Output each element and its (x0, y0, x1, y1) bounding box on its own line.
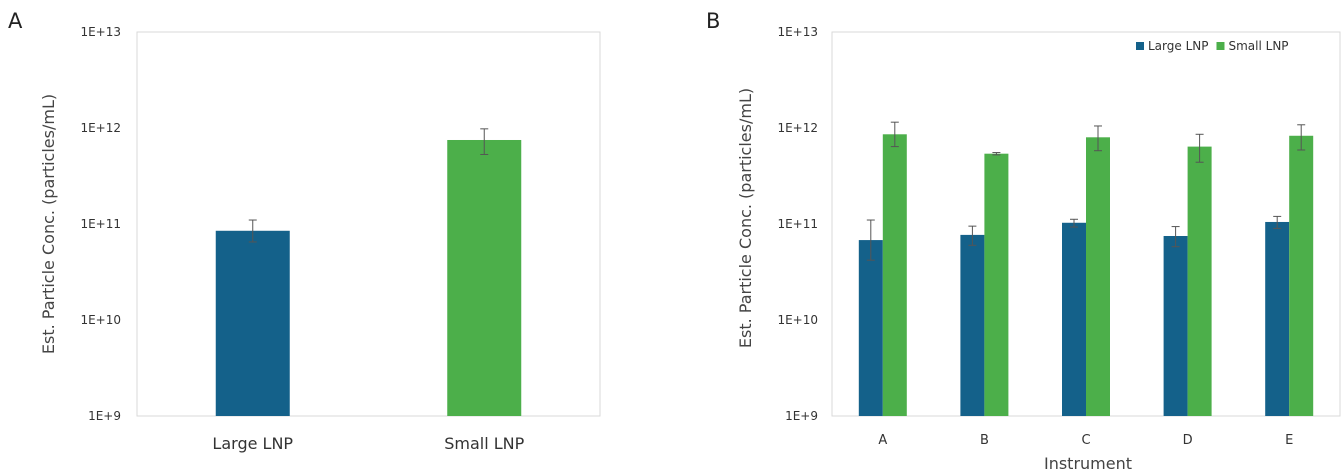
y-tick-label-b: 1E+11 (777, 217, 818, 231)
x-tick-label-a: Small LNP (444, 434, 524, 453)
legend-swatch-0 (1136, 42, 1144, 50)
x-axis-title-b: Instrument (1044, 454, 1132, 473)
y-tick-label-a: 1E+12 (80, 121, 121, 135)
bar-b-1-1 (984, 153, 1009, 417)
y-tick-label-a: 1E+13 (80, 25, 121, 39)
legend-label-1: Small LNP (1228, 39, 1288, 53)
x-tick-label-b: E (1285, 433, 1293, 448)
y-axis-title-a: Est. Particle Conc. (particles/mL) (39, 94, 58, 354)
plot-area-a (136, 31, 601, 417)
bar-b-0-1 (960, 234, 985, 416)
panel-a-marks: 1E+9 1E+10 1E+11 1E+12 1E+13 Large LNP Small L… (80, 25, 524, 453)
x-tick-label-b: C (1081, 433, 1090, 448)
bar-b-0-2 (1062, 222, 1086, 416)
panel-label-a: A (8, 9, 23, 33)
legend-label-0: Large LNP (1148, 39, 1208, 53)
y-tick-label-a: 1E+11 (80, 217, 121, 231)
bar-a-0 (215, 230, 290, 416)
x-tick-label-b: A (878, 433, 887, 448)
bar-b-1-2 (1086, 137, 1110, 417)
panel-label-b: B (706, 9, 720, 33)
bar-b-0-3 (1163, 235, 1188, 416)
y-axis-title-b: Est. Particle Conc. (particles/mL) (736, 88, 755, 348)
y-tick-label-b: 1E+10 (777, 313, 818, 327)
x-tick-label-a: Large LNP (212, 434, 293, 453)
bar-b-0-4 (1265, 221, 1290, 416)
bar-b-0-0 (858, 240, 883, 416)
bar-b-1-3 (1187, 146, 1212, 416)
bar-a-1 (447, 139, 522, 416)
y-tick-label-a: 1E+9 (88, 409, 121, 423)
x-tick-label-b: D (1183, 433, 1193, 448)
y-tick-label-b: 1E+13 (777, 25, 818, 39)
y-tick-label-a: 1E+10 (80, 313, 121, 327)
bar-b-1-4 (1289, 135, 1314, 417)
legend-b: Large LNP Small LNP (1136, 39, 1289, 53)
legend-swatch-1 (1216, 42, 1225, 50)
panel-b-marks: 1E+9 1E+10 1E+11 1E+12 1E+13 A B C D E (777, 25, 1314, 448)
y-tick-label-b: 1E+9 (785, 409, 818, 423)
x-tick-label-b: B (980, 433, 989, 448)
bar-b-1-0 (882, 134, 907, 416)
y-tick-label-b: 1E+12 (777, 121, 818, 135)
